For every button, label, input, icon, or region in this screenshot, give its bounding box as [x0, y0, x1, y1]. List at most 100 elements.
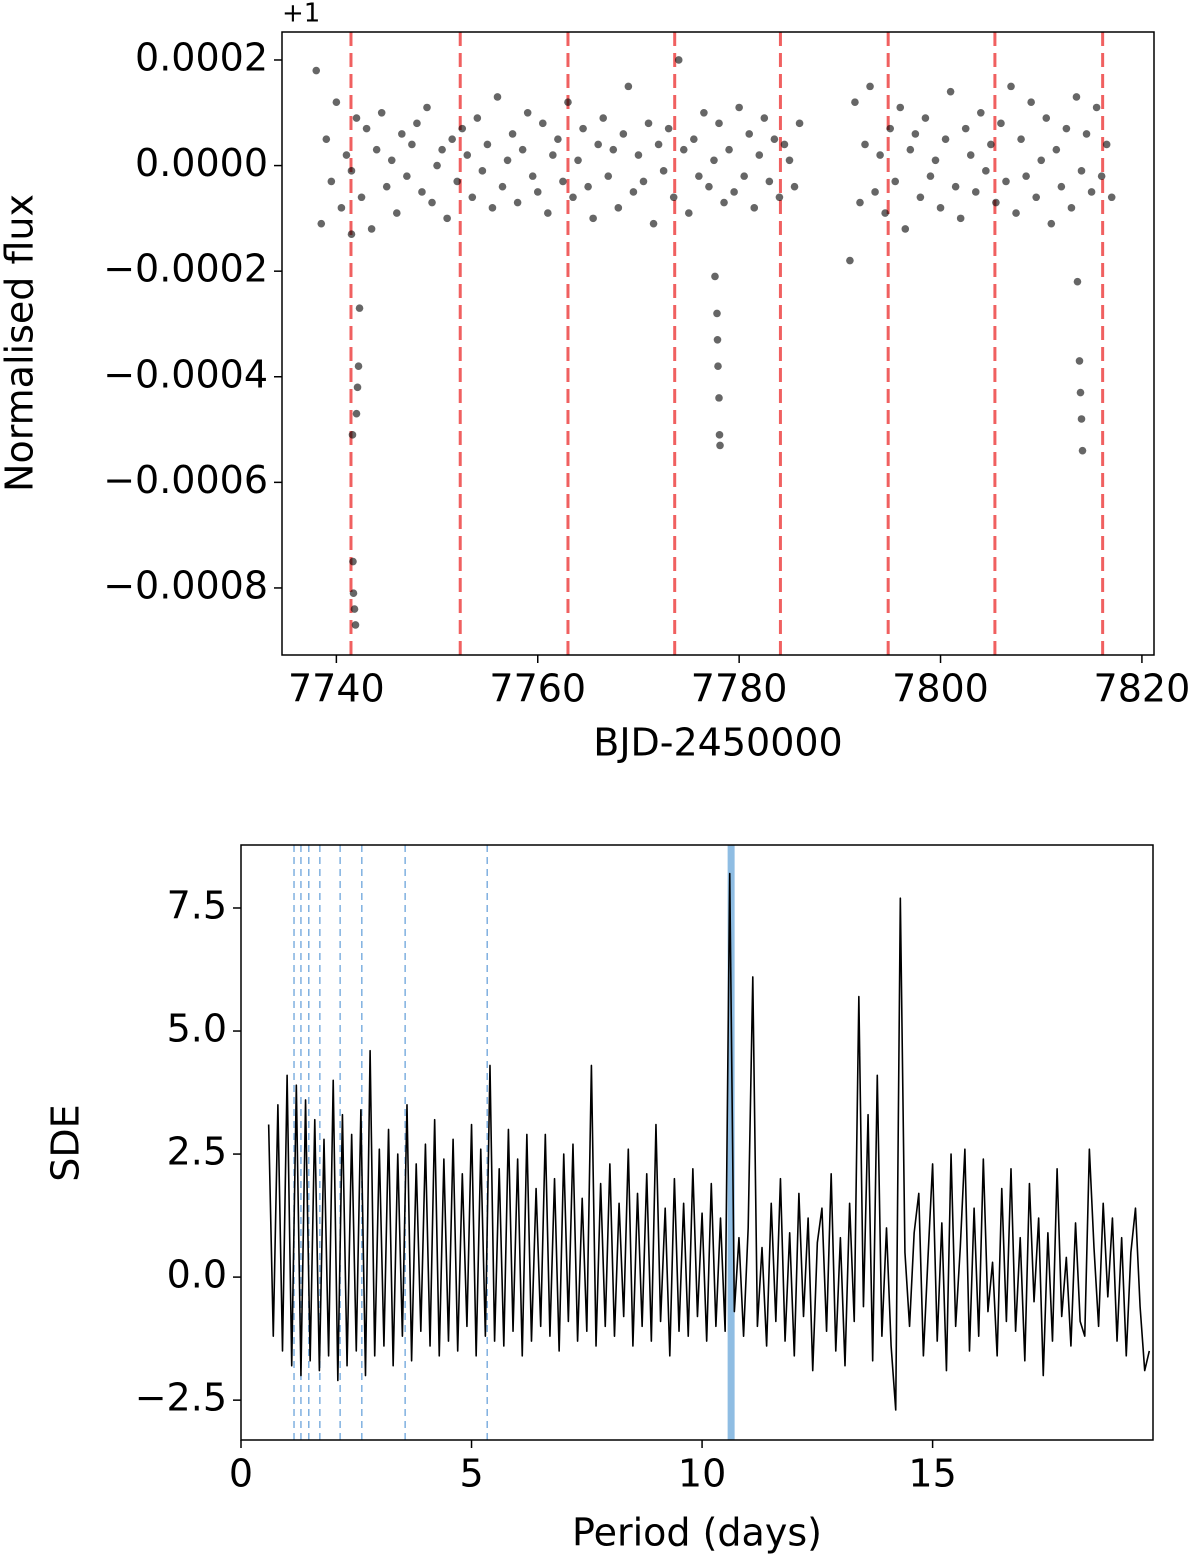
- x-tick-label: 5: [459, 1452, 483, 1496]
- data-point: [1097, 172, 1106, 180]
- data-point: [1073, 277, 1082, 286]
- data-point: [458, 124, 467, 133]
- data-point: [332, 98, 341, 107]
- data-point: [649, 219, 658, 228]
- data-point: [594, 140, 602, 149]
- data-point: [679, 145, 688, 154]
- data-point: [538, 119, 547, 128]
- data-point: [589, 214, 597, 223]
- data-point: [392, 209, 401, 217]
- data-point: [367, 225, 376, 233]
- data-point: [997, 119, 1005, 128]
- data-point: [695, 172, 703, 180]
- data-point: [438, 145, 446, 154]
- data-point: [559, 177, 567, 186]
- data-point: [468, 193, 477, 202]
- data-point: [711, 272, 719, 281]
- data-point: [770, 135, 779, 143]
- data-point: [881, 209, 889, 217]
- data-point: [700, 108, 708, 117]
- data-point: [659, 167, 668, 175]
- data-point: [1072, 93, 1081, 101]
- data-point: [348, 431, 357, 439]
- data-point: [891, 177, 900, 186]
- data-point: [337, 204, 346, 212]
- data-point: [342, 151, 351, 159]
- data-point: [674, 56, 683, 64]
- x-tick-label: 10: [678, 1452, 726, 1496]
- data-point: [946, 87, 955, 96]
- data-point: [715, 119, 723, 128]
- data-point: [886, 124, 894, 133]
- data-point: [861, 140, 869, 149]
- x-tick-label: 7820: [1094, 667, 1191, 711]
- data-point: [725, 145, 733, 154]
- data-point: [765, 177, 774, 186]
- data-point: [1067, 204, 1076, 212]
- data-point: [579, 124, 587, 133]
- x-axis-label: BJD-2450000: [593, 721, 843, 765]
- data-point: [347, 230, 356, 239]
- data-point: [353, 383, 362, 392]
- offset-text: +1: [282, 0, 320, 29]
- data-point: [961, 124, 970, 133]
- data-point: [443, 214, 451, 223]
- data-point: [523, 108, 532, 117]
- data-point: [351, 621, 360, 629]
- data-point: [574, 156, 582, 165]
- data-point: [1062, 124, 1071, 133]
- x-tick-label: 7780: [691, 667, 788, 711]
- data-point: [1082, 130, 1091, 138]
- data-point: [327, 177, 336, 186]
- data-point: [977, 108, 985, 117]
- data-point: [795, 119, 804, 128]
- y-tick-label: 2.5: [167, 1130, 227, 1174]
- data-point: [916, 193, 925, 202]
- data-point: [715, 431, 724, 439]
- data-point: [987, 140, 995, 149]
- x-tick-label: 15: [908, 1452, 956, 1496]
- data-point: [377, 108, 386, 117]
- data-point: [755, 151, 764, 159]
- data-point: [564, 98, 572, 107]
- data-point: [690, 135, 698, 143]
- data-point: [362, 124, 371, 133]
- data-point: [710, 156, 718, 165]
- data-point: [533, 188, 542, 196]
- data-point: [614, 204, 623, 212]
- data-point: [382, 182, 391, 191]
- data-point: [498, 182, 507, 191]
- data-point: [352, 114, 361, 122]
- data-point: [349, 589, 358, 598]
- data-point: [418, 188, 426, 196]
- data-point: [634, 151, 643, 159]
- data-point: [629, 188, 638, 196]
- data-point: [453, 177, 462, 186]
- data-point: [740, 172, 748, 180]
- data-point: [750, 204, 759, 212]
- data-point: [387, 156, 396, 165]
- data-point: [714, 362, 722, 371]
- data-point: [1007, 82, 1015, 91]
- x-tick-label: 7800: [892, 667, 989, 711]
- data-point: [992, 198, 1000, 207]
- data-point: [716, 441, 724, 450]
- data-point: [549, 151, 557, 159]
- data-point: [1087, 188, 1096, 196]
- data-point: [599, 114, 608, 122]
- data-point: [730, 188, 738, 196]
- y-tick-label: −0.0008: [103, 563, 268, 607]
- data-point: [347, 167, 356, 175]
- data-point: [715, 394, 723, 402]
- y-tick-label: 0.0: [167, 1253, 227, 1297]
- data-point: [982, 167, 990, 175]
- data-point: [713, 336, 722, 344]
- data-point: [349, 557, 357, 566]
- data-point: [1057, 182, 1066, 191]
- data-point: [478, 167, 487, 175]
- data-point: [780, 140, 789, 149]
- x-tick-label: 7740: [288, 667, 385, 711]
- data-point: [483, 140, 492, 149]
- data-point: [488, 204, 497, 212]
- data-point: [966, 151, 975, 159]
